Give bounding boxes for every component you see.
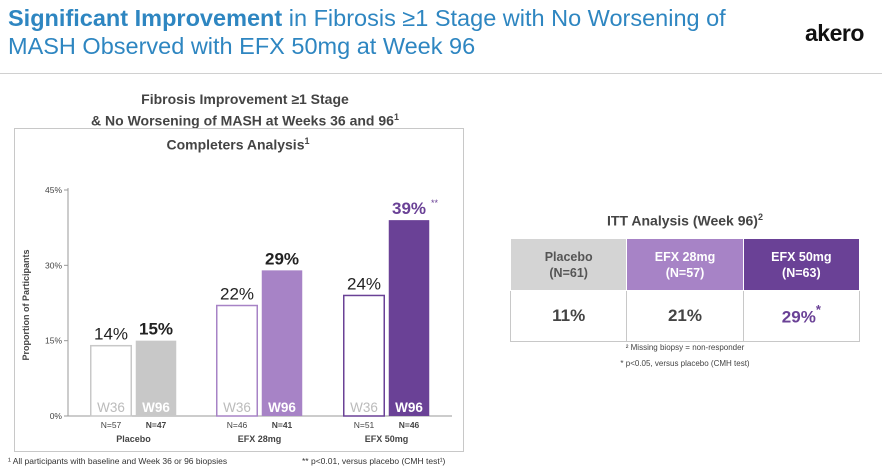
bar — [216, 304, 258, 417]
itt-header-n: (N=61) — [549, 265, 588, 280]
bar-value-sup: ** — [431, 198, 439, 208]
bar-period-label: W96 — [268, 400, 296, 415]
itt-title: ITT Analysis (Week 96)2 — [510, 212, 860, 229]
itt-value-sup: * — [815, 302, 821, 318]
group-label: Placebo — [116, 434, 151, 444]
chart-heading-line2-text: & No Worsening of MASH at Weeks 36 and 9… — [91, 112, 394, 129]
itt-header-n: (N=57) — [665, 265, 705, 280]
itt-header-name: EFX 28mg — [654, 249, 716, 264]
y-tick-label: 45% — [45, 185, 62, 195]
bar-period-label: W36 — [223, 400, 251, 415]
bar-n-label: N=41 — [272, 420, 293, 430]
bar-period-label: W36 — [97, 400, 125, 415]
bar-period-label: W96 — [142, 400, 170, 415]
itt-value-placebo: 11% — [509, 290, 628, 342]
bar-n-label: N=51 — [354, 420, 375, 430]
chart-title-text: Completers Analysis — [166, 136, 305, 153]
itt-value-text: 29% — [781, 307, 816, 327]
y-tick-label: 0% — [50, 411, 63, 421]
footnote-completers: ¹ All participants with baseline and Wee… — [8, 456, 228, 466]
itt-header-efx50: EFX 50mg (N=63) — [742, 238, 861, 291]
bar-value-label: 39% — [392, 199, 426, 218]
bar-n-label: N=46 — [399, 420, 420, 430]
slide-title: Significant Improvement in Fibrosis ≥1 S… — [8, 4, 788, 60]
itt-table: Placebo (N=61) EFX 28mg (N=57) EFX 50mg (N=… — [509, 238, 861, 342]
bar-n-label: N=47 — [146, 420, 167, 430]
y-axis-label: Proportion of Participants — [21, 249, 31, 360]
itt-header-name: Placebo — [544, 249, 593, 264]
chart-heading-line2: & No Worsening of MASH at Weeks 36 and 9… — [60, 108, 430, 130]
bar-value-label: 14% — [94, 325, 128, 344]
bar — [343, 294, 385, 417]
y-tick-label: 30% — [45, 260, 62, 270]
group-label: EFX 28mg — [238, 434, 282, 444]
itt-note-significance: * p<0.05, versus placebo (CMH test) — [620, 359, 750, 368]
bar-period-label: W96 — [395, 400, 423, 415]
akero-logo: akero — [805, 20, 864, 46]
bar-value-label: 29% — [265, 249, 299, 268]
bar-n-label: N=57 — [101, 420, 122, 430]
itt-value-text: 11% — [552, 306, 586, 325]
bar-period-label: W36 — [350, 400, 378, 415]
itt-header-name: EFX 50mg — [771, 249, 832, 264]
itt-value-text: 21% — [667, 306, 702, 325]
bar-value-label: 24% — [347, 274, 381, 293]
chart-title: Completers Analysis1 — [14, 136, 462, 153]
bar-n-label: N=46 — [227, 420, 248, 430]
itt-header-row: Placebo (N=61) EFX 28mg (N=57) EFX 50mg (N=… — [509, 238, 861, 291]
itt-header-placebo: Placebo (N=61) — [509, 238, 628, 291]
bar — [90, 344, 132, 417]
slide-title-bold: Significant Improvement — [8, 5, 283, 31]
itt-header-efx28: EFX 28mg (N=57) — [626, 238, 744, 291]
chart-title-sup: 1 — [304, 136, 310, 146]
itt-value-efx28: 21% — [626, 290, 744, 342]
y-tick-label: 15% — [45, 336, 62, 346]
itt-title-text: ITT Analysis (Week 96) — [607, 212, 758, 229]
title-divider — [0, 73, 882, 74]
bar — [135, 340, 177, 416]
chart-heading-sup: 1 — [393, 112, 399, 122]
itt-value-row: 11% 21% 29%* — [509, 290, 861, 342]
bar — [261, 270, 303, 416]
itt-header-n: (N=63) — [782, 265, 821, 280]
bar-value-label: 15% — [139, 320, 173, 339]
footnote-significance: ** p<0.01, versus placebo (CMH test¹) — [302, 456, 446, 466]
itt-note-missing: ² Missing biopsy = non-responder — [625, 343, 745, 352]
itt-value-efx50: 29%* — [742, 290, 861, 342]
group-label: EFX 50mg — [365, 434, 409, 444]
slide-title-rest: in Fibrosis ≥1 Stage with No Worsening o… — [8, 5, 726, 59]
itt-title-sup: 2 — [757, 212, 763, 222]
bar — [388, 220, 430, 416]
chart-heading-line1: Fibrosis Improvement ≥1 Stage — [141, 91, 349, 107]
bar-value-label: 22% — [220, 285, 254, 304]
